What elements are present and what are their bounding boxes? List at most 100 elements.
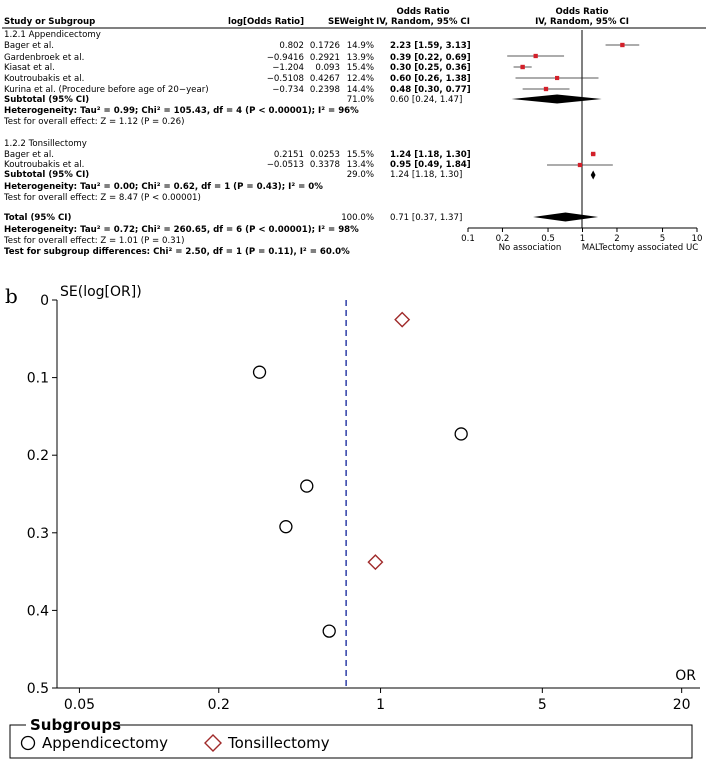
forest-tick-label: 0.5: [541, 234, 555, 244]
header-study: Study or Subgroup: [4, 17, 95, 27]
study-point-estimate: [555, 75, 560, 81]
study-weight: 14.4%: [347, 85, 374, 95]
forest-tick-label: 2: [614, 234, 619, 244]
study-ci: 0.48 [0.30, 0.77]: [390, 85, 471, 95]
study-ci: 0.39 [0.22, 0.69]: [390, 53, 471, 63]
study-name: Gardenbroek et al.: [4, 53, 84, 63]
funnel-x-tick-label: 0.2: [208, 697, 230, 713]
forest-tick-label: 0.1: [461, 234, 475, 244]
funnel-plot: b SE(log[OR]) OR 00.10.20.30.40.5 0.05 0.…: [5, 284, 700, 759]
funnel-y-tick-label: 0.4: [27, 603, 49, 619]
subtotal-row-tonsillectomy: Subtotal (95% CI) 29.0% 1.24 [1.18, 1.30…: [4, 170, 462, 180]
study-se: 0.093: [315, 63, 340, 73]
total-overall-effect-text: Test for overall effect: Z = 1.01 (P = 0…: [3, 236, 184, 246]
study-weight: 14.9%: [347, 41, 374, 51]
appendicectomy-point: [454, 427, 468, 441]
funnel-y-tick-label: 0.2: [27, 448, 49, 464]
overall-effect-text: Test for overall effect: Z = 1.12 (P = 0…: [3, 117, 184, 127]
study-se: 0.2398: [310, 85, 340, 95]
panel-label: b: [5, 284, 18, 308]
subtotal-weight: 71.0%: [347, 95, 374, 105]
study-log-or: 0.802: [279, 41, 304, 51]
study-name: Koutroubakis et al.: [4, 74, 84, 84]
subtotal-ci: 0.60 [0.24, 1.47]: [390, 95, 462, 105]
study-point-estimate: [620, 42, 625, 48]
header-or-title: Odds Ratio: [396, 7, 449, 17]
legend-circle-marker: [20, 735, 36, 751]
funnel-y-tick-label: 0: [40, 293, 49, 309]
study-se: 0.1726: [310, 41, 340, 51]
study-point-estimate: [533, 53, 538, 59]
header-weight: Weight: [340, 17, 374, 27]
study-weight: 13.4%: [347, 160, 374, 170]
subtotal-label: Subtotal (95% CI): [4, 170, 89, 180]
favours-right-label: MALTectomy associated UC: [582, 243, 699, 253]
study-name: Kurina et al. (Procedure before age of 2…: [4, 85, 209, 95]
study-ci: 0.30 [0.25, 0.36]: [390, 63, 471, 73]
favours-left-label: No association: [499, 243, 562, 253]
study-name: Bager et al.: [4, 150, 54, 160]
study-point-estimate: [520, 64, 525, 70]
forest-marks: [507, 42, 640, 222]
study-log-or: −0.0513: [267, 160, 304, 170]
study-se: 0.2921: [310, 53, 340, 63]
forest-tick-label: 5: [660, 234, 665, 244]
study-name: Kiasat et al.: [4, 63, 55, 73]
forest-tick-label: 0.2: [496, 234, 510, 244]
heterogeneity-text: Heterogeneity: Tau² = 0.99; Chi² = 105.4…: [4, 106, 359, 116]
total-diamond: [533, 212, 599, 222]
funnel-points: [252, 311, 468, 638]
study-point-estimate: [577, 162, 583, 168]
header-or-method: IV, Random, 95% CI: [376, 17, 470, 27]
study-ci: 0.95 [0.49, 1.84]: [390, 160, 471, 170]
study-weight: 15.5%: [347, 150, 374, 160]
study-se: 0.3378: [310, 160, 340, 170]
tonsillectomy-point: [394, 311, 411, 328]
study-row-koutroubakis-appendicectomy: Koutroubakis et al. −0.5108 0.4267 12.4%…: [4, 74, 471, 84]
header-plot-title: Odds Ratio: [555, 7, 608, 17]
legend-item-tonsillectomy: Tonsillectomy: [227, 734, 330, 752]
study-ci: 1.24 [1.18, 1.30]: [390, 150, 471, 160]
subgroup-title: 1.2.2 Tonsillectomy: [4, 139, 87, 149]
tonsillectomy-point: [367, 554, 384, 571]
forest-x-ticks: 0.1 0.2 0.5 1 2 5 10: [461, 228, 702, 244]
study-log-or: −0.5108: [267, 74, 304, 84]
subtotal-row-appendicectomy: Subtotal (95% CI) 71.0% 0.60 [0.24, 1.47…: [4, 95, 462, 105]
overall-effect-text: Test for overall effect: Z = 8.47 (P < 0…: [3, 193, 201, 203]
subgroup-title: 1.2.1 Appendicectomy: [4, 30, 101, 40]
subtotal-diamond: [590, 170, 596, 180]
appendicectomy-point: [252, 365, 267, 379]
study-log-or: −0.9416: [267, 53, 304, 63]
legend-title-bg: [26, 718, 118, 732]
study-log-or: 0.2151: [274, 150, 304, 160]
funnel-x-ticks: 0.05 0.2 1 5 20: [64, 688, 691, 713]
subgroup-differences-text: Test for subgroup differences: Chi² = 2.…: [4, 247, 350, 257]
subtotal-label: Subtotal (95% CI): [4, 95, 89, 105]
funnel-x-tick-label: 0.05: [64, 697, 95, 713]
study-row-bager-tonsillectomy: Bager et al. 0.2151 0.0253 15.5% 1.24 [1…: [4, 150, 471, 160]
study-row-kurina: Kurina et al. (Procedure before age of 2…: [4, 85, 471, 95]
subtotal-weight: 29.0%: [347, 170, 374, 180]
header-plot-method: IV, Random, 95% CI: [535, 17, 629, 27]
study-name: Koutroubakis et al.: [4, 160, 84, 170]
legend-item-appendicectomy: Appendicectomy: [42, 734, 168, 752]
legend-title: Subgroups: [30, 716, 121, 734]
study-row-kiasat: Kiasat et al. −1.204 0.093 15.4% 0.30 [0…: [4, 63, 471, 73]
funnel-x-tick-label: 20: [673, 697, 691, 713]
study-row-gardenbroek: Gardenbroek et al. −0.9416 0.2921 13.9% …: [4, 53, 471, 63]
funnel-x-tick-label: 1: [376, 697, 385, 713]
funnel-x-tick-label: 5: [538, 697, 547, 713]
study-point-estimate: [590, 151, 596, 157]
appendicectomy-point: [322, 624, 336, 638]
study-name: Bager et al.: [4, 41, 54, 51]
study-point-estimate: [543, 86, 549, 92]
total-weight: 100.0%: [341, 213, 374, 223]
funnel-y-axis-label: SE(log[OR]): [60, 284, 142, 300]
study-log-or: −1.204: [272, 63, 304, 73]
legend: Subgroups Appendicectomy Tonsillectomy: [9, 716, 693, 759]
study-weight: 15.4%: [347, 63, 374, 73]
total-label: Total (95% CI): [4, 213, 71, 223]
forest-plot: Study or Subgroup log[Odds Ratio] SE Wei…: [2, 7, 706, 257]
heterogeneity-text: Heterogeneity: Tau² = 0.00; Chi² = 0.62,…: [4, 182, 323, 192]
study-row-bager-appendicectomy: Bager et al. 0.802 0.1726 14.9% 2.23 [1.…: [4, 41, 471, 51]
